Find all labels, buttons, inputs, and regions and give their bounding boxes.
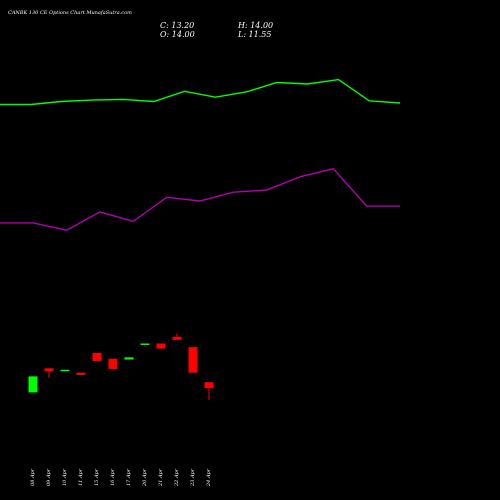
high-value: H: 14.00 xyxy=(237,21,273,30)
x-tick-label: 08 Apr xyxy=(30,468,36,486)
close-value: C: 13.20 xyxy=(160,21,194,30)
lower-line-series xyxy=(0,168,400,231)
candle-body xyxy=(108,358,118,370)
x-tick-label: 11 Apr xyxy=(78,468,84,486)
candle-body xyxy=(44,368,54,372)
candle-24-apr xyxy=(204,382,214,401)
candle-11-apr xyxy=(76,372,86,375)
candles-group xyxy=(28,333,214,401)
chart-title: CANBK 130 CE Options Chart MunafaSutra.c… xyxy=(8,10,132,16)
x-axis-ticks: 08 Apr 09 Apr 10 Apr 11 Apr 15 Apr 16 Apr 17 A… xyxy=(30,468,212,487)
upper-line xyxy=(0,78,401,106)
candle-body xyxy=(28,376,38,393)
x-tick-label: 22 Apr xyxy=(174,468,180,487)
x-tick-label: 09 Apr xyxy=(46,468,52,486)
candle-20-apr xyxy=(140,343,150,345)
candle-body xyxy=(124,357,134,360)
candle-body xyxy=(172,336,182,340)
x-tick-label: 21 Apr xyxy=(158,468,164,487)
x-tick-label: 24 Apr xyxy=(206,468,212,487)
candle-15-apr xyxy=(92,352,102,362)
candle-21-apr xyxy=(156,343,166,349)
candle-09-apr xyxy=(44,368,54,378)
x-tick-label: 15 Apr xyxy=(94,468,100,486)
x-tick-label: 10 Apr xyxy=(62,468,68,486)
candle-17-apr xyxy=(124,357,134,360)
candle-22-apr xyxy=(172,333,182,340)
candle-body xyxy=(76,372,86,375)
candle-23-apr xyxy=(188,347,198,373)
x-tick-label: 16 Apr xyxy=(110,468,116,486)
candle-body xyxy=(204,382,214,389)
x-tick-label: 17 Apr xyxy=(126,468,132,486)
low-value: L: 11.55 xyxy=(237,30,271,39)
candle-16-apr xyxy=(108,358,118,370)
lower-line xyxy=(0,168,400,231)
candle-body xyxy=(92,352,102,362)
candle-body xyxy=(140,343,150,345)
candle-body xyxy=(60,369,70,372)
x-tick-label: 20 Apr xyxy=(142,468,148,487)
candle-body xyxy=(188,347,198,373)
x-tick-label: 23 Apr xyxy=(190,468,196,487)
upper-line-series xyxy=(0,78,401,106)
candle-10-apr xyxy=(60,369,70,372)
open-value: O: 14.00 xyxy=(160,30,195,39)
candle-08-apr xyxy=(28,376,38,393)
candle-body xyxy=(156,343,166,349)
